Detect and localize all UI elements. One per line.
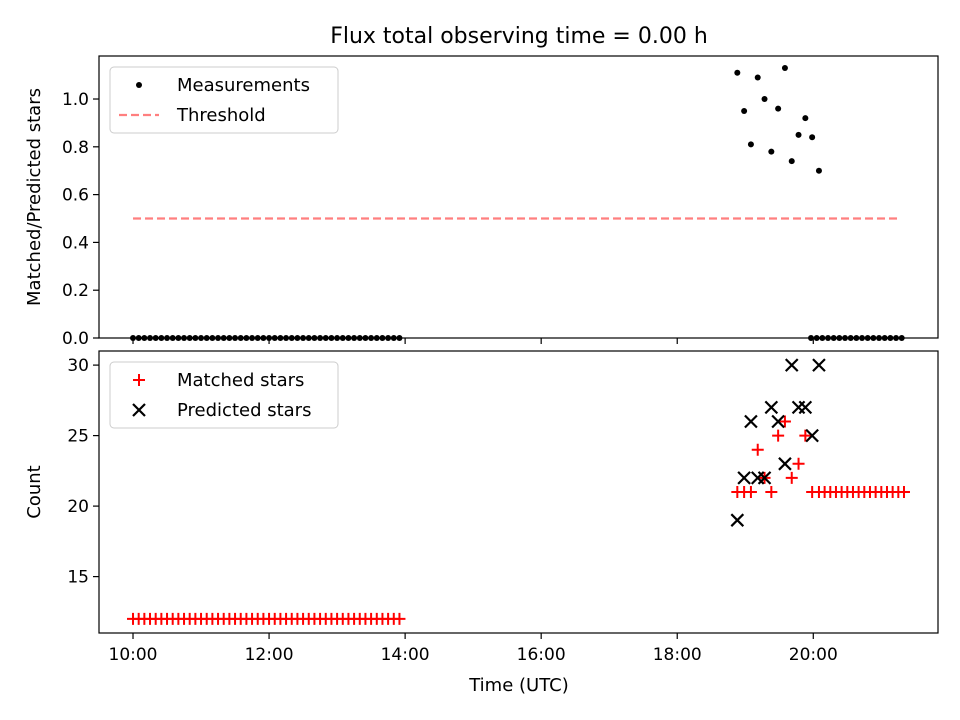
matched-star-point — [897, 486, 910, 498]
measurements-panel: 0.0 0.2 0.4 0.6 0.8 1.0 Matched/Predicted star… — [24, 55, 939, 349]
measurement-point — [781, 64, 788, 71]
x-axis-label: Time (UTC) — [468, 675, 569, 696]
y-axis-label: Matched/Predicted stars — [24, 88, 45, 306]
legend: Matched stars Predicted stars — [109, 361, 339, 429]
plot-frame — [98, 55, 939, 339]
y-axis-label: Count — [24, 465, 45, 518]
measurement-point — [754, 74, 761, 81]
predicted-star-point — [778, 457, 792, 471]
y-tick-label: 0.4 — [62, 233, 89, 253]
x-tick-label: 18:00 — [653, 645, 702, 665]
predicted-star-point — [805, 428, 819, 443]
y-tick-label: 20 — [67, 497, 89, 517]
matched-star-point — [792, 457, 805, 470]
x-tick-label: 12:00 — [245, 645, 294, 665]
predicted-star-point — [764, 400, 779, 415]
predicted-star-point — [730, 513, 745, 527]
chart-title: Flux total observing time = 0.00 h — [330, 24, 708, 49]
predicted-star-point — [784, 358, 799, 372]
measurement-point — [741, 107, 748, 114]
matched-star-point — [778, 415, 791, 428]
measurement-point — [768, 148, 775, 155]
y-tick-label: 0.2 — [62, 281, 89, 301]
legend-label: Measurements — [177, 75, 310, 96]
matched-star-point — [785, 471, 798, 484]
x-tick-label: 20:00 — [789, 645, 838, 665]
x-tick-label: 10:00 — [109, 645, 158, 665]
measurement-point — [747, 141, 754, 148]
measurement-point — [788, 158, 795, 165]
predicted-star-point — [771, 414, 785, 429]
x-tick-label: 16:00 — [517, 645, 566, 665]
x-tick-label: 14:00 — [381, 645, 430, 665]
legend-label: Threshold — [176, 105, 266, 126]
measurement-point — [761, 96, 768, 103]
predicted-star-point — [737, 471, 751, 485]
plot-frame — [98, 350, 939, 634]
matched-star-point — [765, 486, 778, 498]
matched-star-point — [799, 429, 812, 442]
measurement-point — [734, 69, 741, 76]
measurement-point — [795, 131, 802, 138]
measurement-point — [809, 134, 816, 141]
y-tick-label: 1.0 — [62, 90, 89, 110]
y-tick-label: 0.8 — [62, 138, 89, 158]
predicted-star-point — [812, 358, 826, 372]
matched-star-point — [772, 429, 785, 442]
measurement-point — [802, 115, 809, 122]
legend: Measurements Threshold — [109, 66, 339, 134]
measurement-point — [815, 167, 822, 174]
matched-star-point — [393, 612, 406, 625]
counts-panel: 10:00 12:00 14:00 16:00 18:00 20:00 15 20 25 30 Co… — [24, 350, 939, 665]
measurement-point — [775, 105, 782, 112]
matched-star-point — [751, 443, 764, 456]
matched-star-point — [744, 486, 757, 498]
legend-label: Predicted stars — [177, 400, 311, 421]
legend-label: Matched stars — [177, 370, 304, 391]
y-tick-label: 0.6 — [62, 186, 89, 206]
predicted-star-point — [744, 414, 758, 429]
y-tick-label: 0.0 — [62, 329, 89, 349]
legend-box — [109, 66, 339, 134]
legend-predicted-marker — [132, 403, 146, 417]
predicted-star-point — [798, 400, 813, 415]
y-tick-label: 15 — [67, 568, 89, 588]
predicted-star-point — [757, 471, 772, 485]
y-tick-label: 30 — [67, 356, 89, 376]
legend-matched-marker — [133, 374, 145, 386]
legend-box — [109, 361, 339, 429]
legend-measurements-marker — [136, 82, 142, 88]
y-tick-label: 25 — [67, 427, 89, 447]
